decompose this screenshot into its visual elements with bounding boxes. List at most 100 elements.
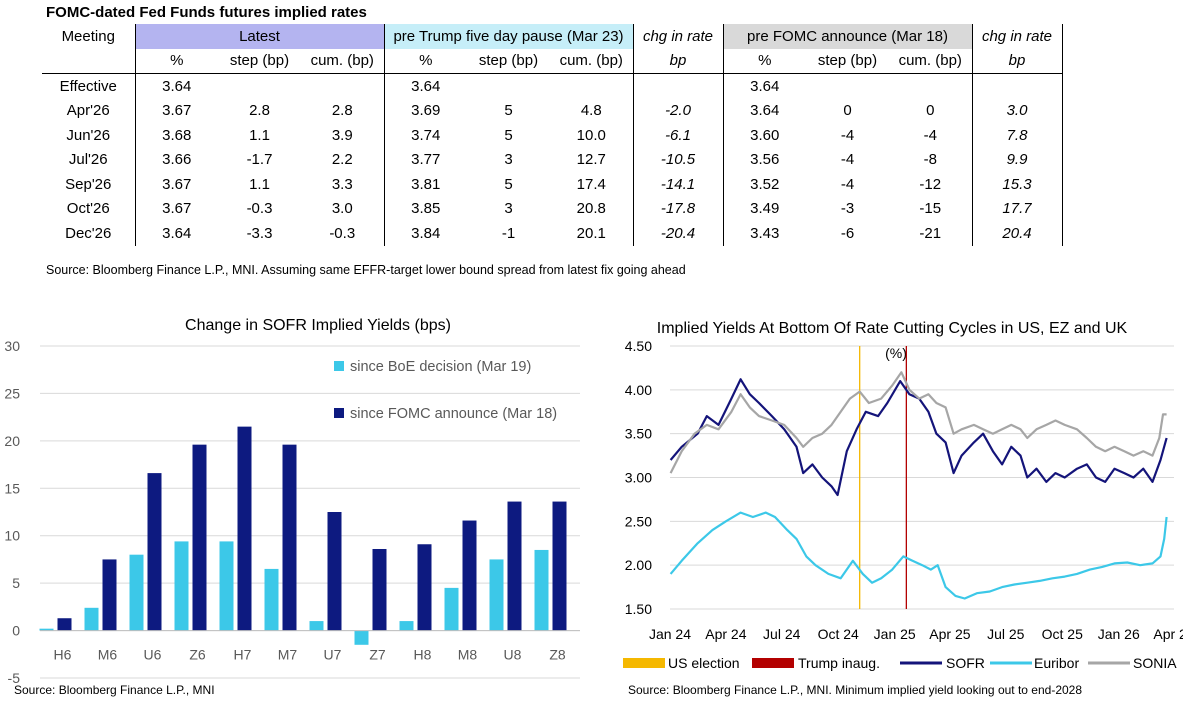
header2-blank — [42, 48, 136, 74]
legend-label-euribor: Euribor — [1034, 655, 1079, 671]
cell-fomc-chg: 7.8 — [972, 123, 1063, 148]
bar-Z8-fomc — [552, 501, 567, 631]
x-tick-label: Jan 25 — [874, 626, 916, 642]
cell-trump-step — [467, 74, 550, 99]
y-tick-label: 1.50 — [625, 601, 652, 617]
cell-meeting: Effective — [42, 73, 136, 99]
cell-trump-cum: 17.4 — [550, 172, 634, 197]
y-tick-label: 3.50 — [625, 426, 652, 442]
x-tick-label: Z6 — [189, 647, 206, 663]
cell-latest-cum — [301, 73, 385, 99]
series-line-sofr — [669, 378, 1168, 497]
header-chg-in-rate-1: chg in rate — [633, 24, 724, 49]
table-header-row-1: Meeting Latest pre Trump five day pause … — [42, 24, 1063, 49]
legend-label-us-election: US election — [668, 655, 740, 671]
bar-U8-boe — [489, 559, 504, 631]
cell-latest-step: 1.1 — [249, 126, 270, 144]
table-row: Jul'26 3.66 -1.7 2.2 3.77 3 12.7 -10.5 3.56 -4 -8 9… — [42, 147, 1063, 172]
header2-cum-latest: cum. (bp) — [301, 48, 385, 74]
bar-Z6-boe — [174, 541, 189, 631]
cell-latest-step: -0.3 — [246, 200, 273, 218]
cell-trump-chg: -10.5 — [633, 147, 724, 172]
cell-trump-step: 3 — [504, 151, 513, 169]
table-header-row-2: % step (bp) cum. (bp) % step (bp) cum. (… — [42, 48, 1063, 74]
y-tick-label: 4.50 — [625, 338, 652, 354]
fomc-table-panel: FOMC-dated Fed Funds futures implied rat… — [0, 0, 1183, 290]
cell-trump-step: 5 — [504, 126, 513, 144]
cell-trump-cum: 4.8 — [550, 98, 634, 123]
y-tick-label: 25 — [4, 385, 20, 401]
legend-label-sofr: SOFR — [946, 655, 985, 671]
cell-fomc-step: -3 — [840, 200, 855, 218]
header2-cum-fomc: cum. (bp) — [889, 48, 973, 74]
bar-U6-fomc — [147, 473, 162, 631]
cell-latest-pct: 3.66 — [162, 151, 192, 169]
bar-M8-boe — [444, 587, 459, 631]
x-tick-label: Z7 — [369, 647, 386, 663]
cell-meeting: Jul'26 — [42, 147, 136, 172]
bar-H6-boe — [39, 628, 54, 631]
bar-M7-fomc — [282, 444, 297, 631]
x-tick-label: H7 — [234, 647, 252, 663]
cell-trump-chg — [633, 73, 724, 99]
legend-swatch-us-election — [623, 658, 665, 668]
cell-latest-cum: 3.0 — [301, 196, 385, 221]
table-row: Dec'26 3.64 -3.3 -0.3 3.84 -1 20.1 -20.4 3.43 -6 -… — [42, 221, 1063, 246]
x-tick-label: Jul 25 — [987, 626, 1025, 642]
header2-step-fomc: step (bp) — [806, 48, 889, 74]
line-chart-title: Implied Yields At Bottom Of Rate Cutting… — [657, 320, 1128, 337]
y-tick-label: 15 — [4, 480, 20, 496]
cell-latest-step: 1.1 — [249, 175, 270, 193]
y-tick-label: 4.00 — [625, 382, 652, 398]
legend-label-boe: since BoE decision (Mar 19) — [350, 359, 531, 375]
cell-latest-cum: 3.3 — [301, 172, 385, 197]
bar-M6-fomc — [102, 559, 117, 631]
cell-meeting: Oct'26 — [42, 196, 136, 221]
bar-M8-fomc — [462, 520, 477, 631]
y-tick-label: -5 — [8, 670, 21, 683]
bar-Z7-boe — [354, 630, 369, 645]
bar-chart-title: Change in SOFR Implied Yields (bps) — [185, 317, 451, 334]
header2-pct-fomc: % — [723, 48, 806, 74]
bar-U8-fomc — [507, 501, 522, 631]
table-row: Apr'26 3.67 2.8 2.8 3.69 5 4.8 -2.0 3.64 0 0 3.0 — [42, 98, 1063, 123]
sofr-change-bar-chart: Change in SOFR Implied Yields (bps) -5 0 5 1… — [4, 317, 580, 683]
cell-trump-pct: 3.64 — [411, 77, 441, 95]
legend-label-fomc: since FOMC announce (Mar 18) — [350, 406, 557, 422]
cell-trump-step: 5 — [504, 102, 513, 120]
y-tick-label: 2.00 — [625, 557, 652, 573]
x-tick-label: Jan 24 — [649, 626, 691, 642]
y-tick-label: 2.50 — [625, 513, 652, 529]
cell-fomc-cum: -12 — [889, 172, 973, 197]
x-tick-label: Z8 — [549, 647, 566, 663]
cell-fomc-cum: -15 — [889, 196, 973, 221]
table-title: FOMC-dated Fed Funds futures implied rat… — [46, 4, 367, 21]
bar-M7-boe — [264, 568, 279, 631]
header2-step-trump: step (bp) — [467, 48, 550, 74]
x-tick-label: Apr 25 — [929, 626, 970, 642]
cell-trump-cum: 20.1 — [550, 221, 634, 246]
cell-meeting: Apr'26 — [42, 98, 136, 123]
x-tick-label: U7 — [324, 647, 342, 663]
left-chart-source: Source: Bloomberg Finance L.P., MNI — [14, 683, 215, 697]
cell-fomc-pct: 3.52 — [750, 175, 780, 193]
cell-trump-pct: 3.85 — [411, 200, 441, 218]
cell-trump-step: 5 — [504, 175, 513, 193]
cell-latest-cum: -0.3 — [301, 221, 385, 246]
header2-bp-1: bp — [633, 48, 724, 74]
x-tick-label: H8 — [414, 647, 432, 663]
x-tick-label: M6 — [98, 647, 118, 663]
legend-label-trump-inaug: Trump inaug. — [798, 655, 880, 671]
series-line-euribor — [669, 511, 1168, 600]
x-tick-label: U6 — [144, 647, 162, 663]
x-tick-label: M8 — [458, 647, 478, 663]
cell-latest-pct: 3.67 — [162, 200, 192, 218]
cell-latest-pct: 3.68 — [162, 126, 192, 144]
cell-latest-pct: 3.64 — [162, 77, 192, 95]
header-meeting: Meeting — [42, 24, 136, 49]
cell-trump-pct: 3.69 — [411, 102, 441, 120]
bar-Z8-boe — [534, 549, 549, 631]
cell-trump-chg: -6.1 — [633, 123, 724, 148]
cell-latest-step: -3.3 — [246, 224, 273, 242]
cell-trump-pct: 3.74 — [411, 126, 441, 144]
